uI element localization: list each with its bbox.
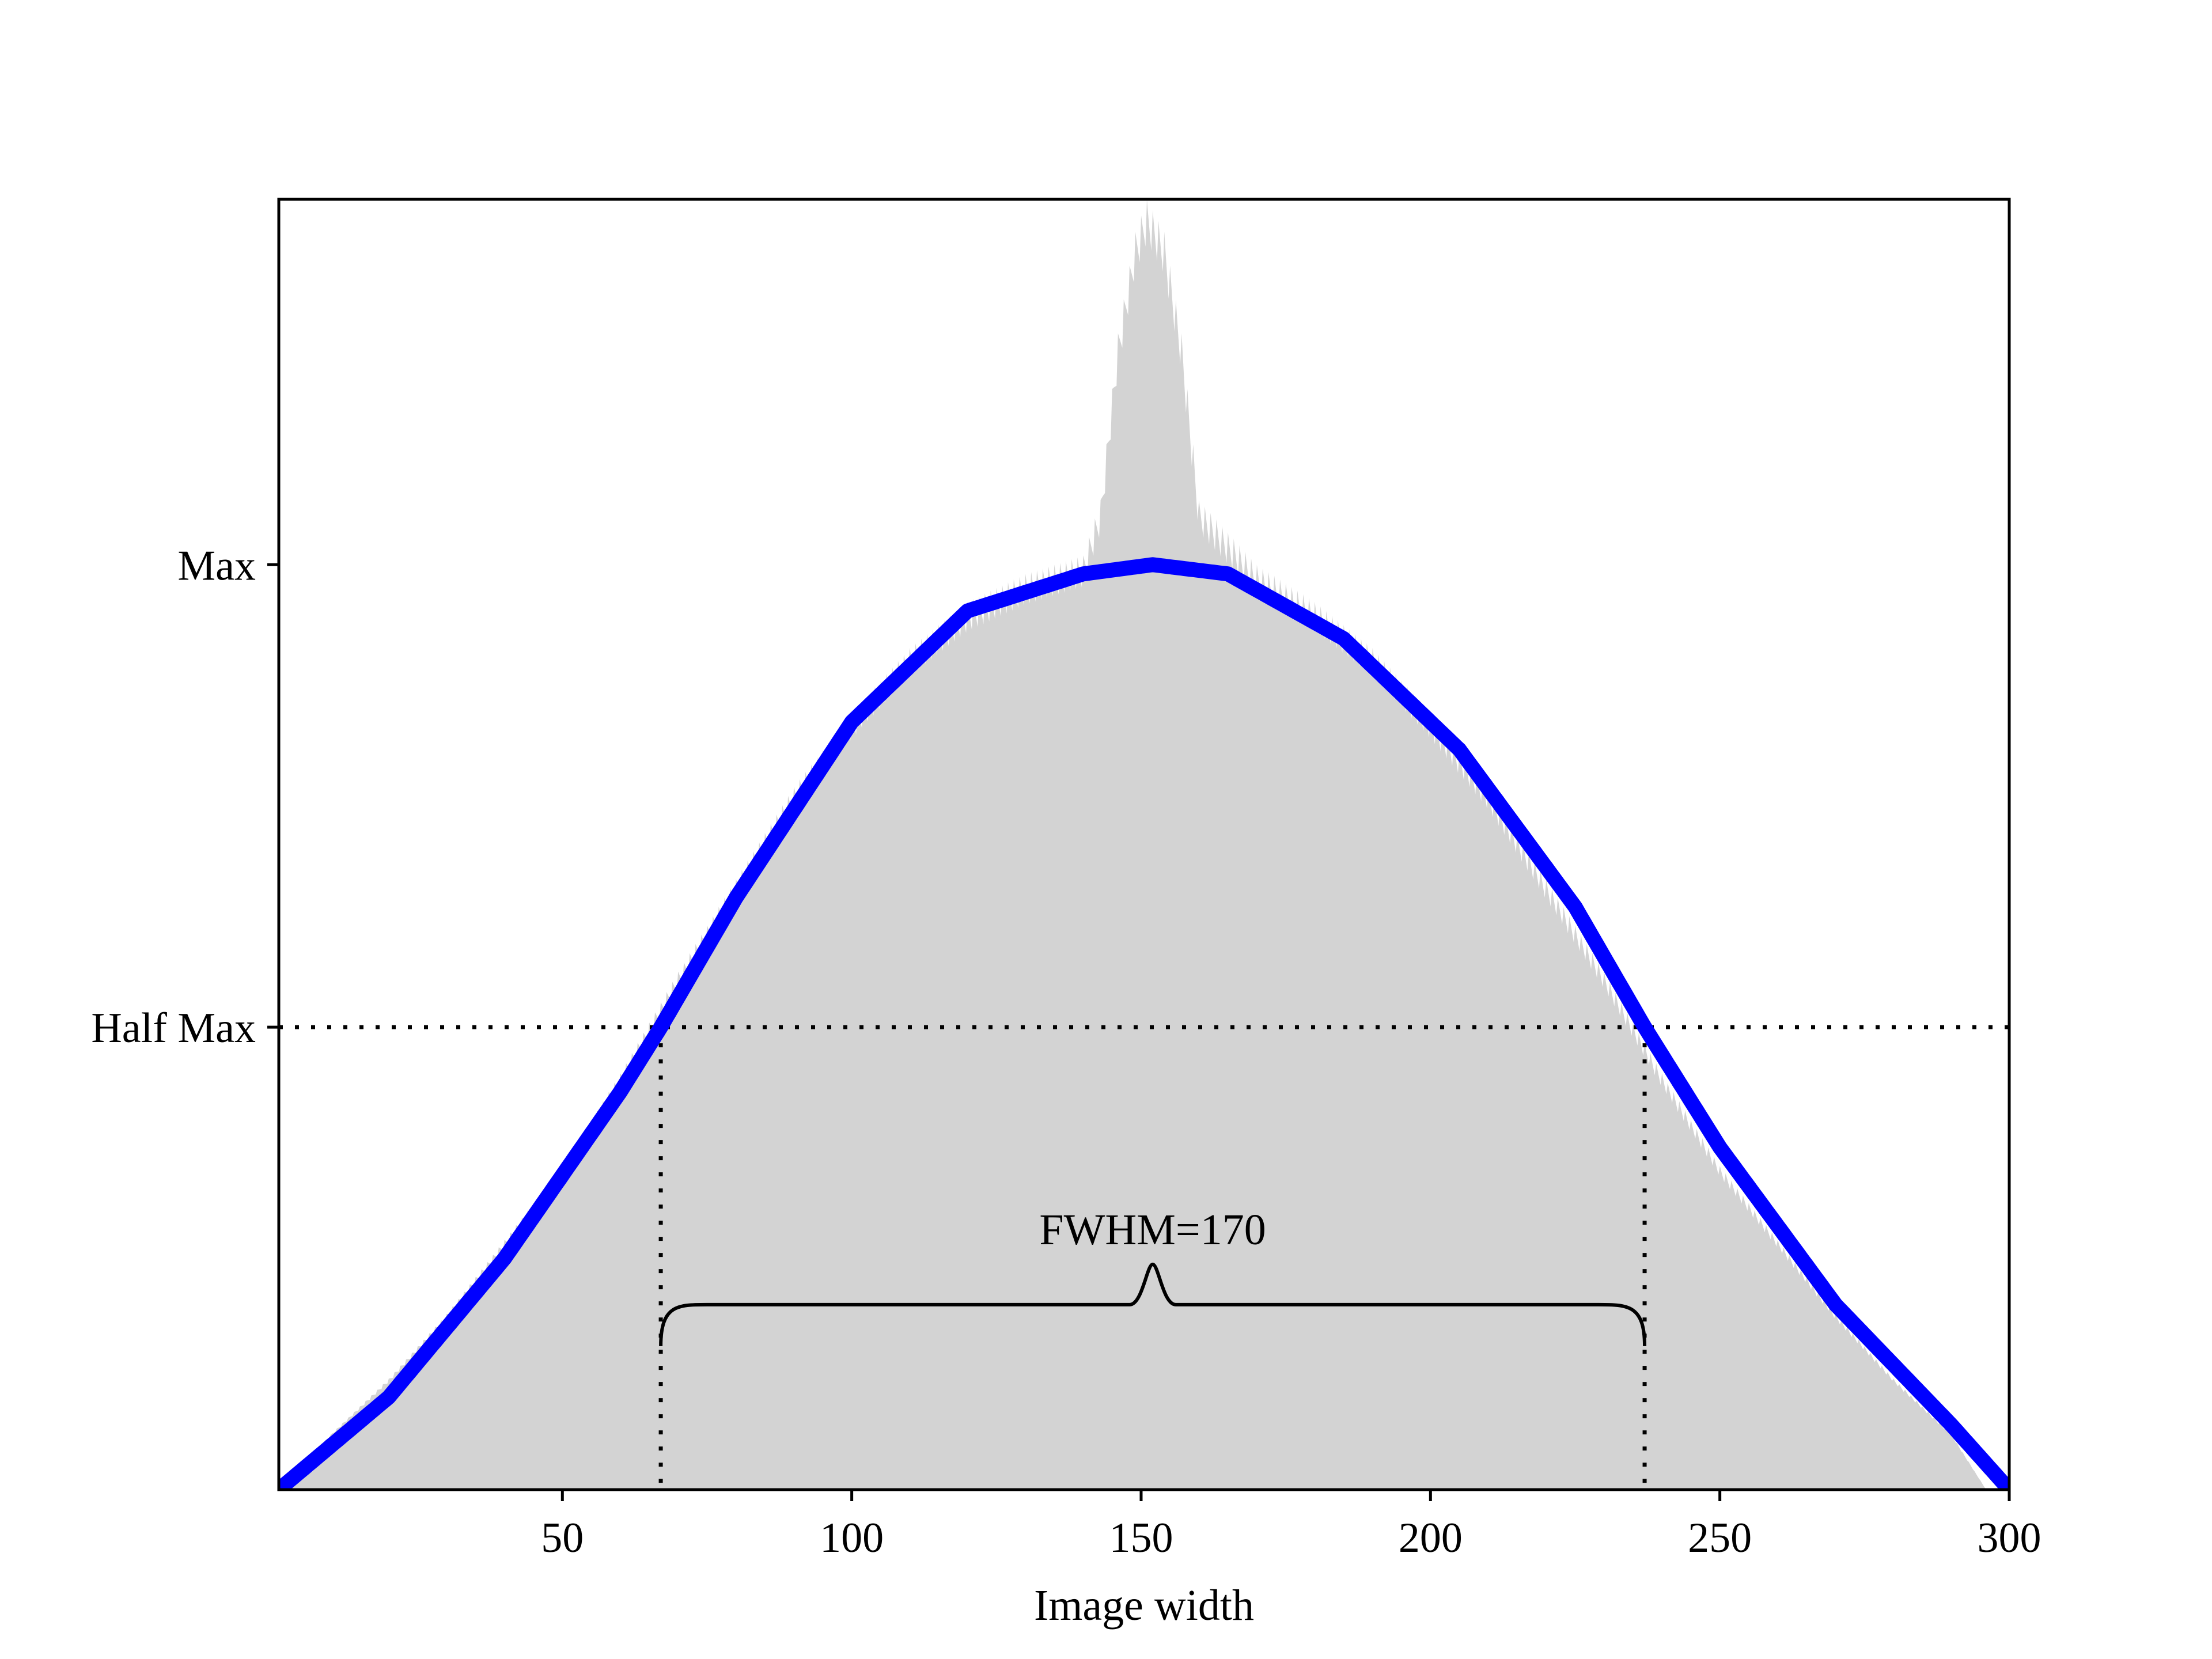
y-axis-ticks: Half Max Max [91, 542, 279, 1052]
x-tick-label: 150 [1109, 1514, 1173, 1562]
axes-frame [277, 198, 2011, 1491]
fwhm-label: FWHM=170 [1039, 1206, 1266, 1254]
x-tick-label: 50 [541, 1514, 584, 1562]
gaussian-fit-curve [279, 557, 2009, 1490]
y-tick-label: Half Max [91, 1005, 256, 1052]
fwhm-brace [659, 1262, 1647, 1346]
x-tick-label: 300 [1978, 1514, 2041, 1562]
y-tick-label: Max [177, 542, 256, 589]
x-tick-label: 250 [1688, 1514, 1752, 1562]
x-axis-label: Image width [1034, 1581, 1254, 1630]
x-tick-label: 100 [820, 1514, 884, 1562]
histogram-area [279, 199, 1986, 1490]
plot-area [279, 199, 2009, 1490]
x-tick-label: 200 [1399, 1514, 1463, 1562]
x-axis-ticks: 50 100 150 200 250 300 [541, 1490, 2041, 1562]
